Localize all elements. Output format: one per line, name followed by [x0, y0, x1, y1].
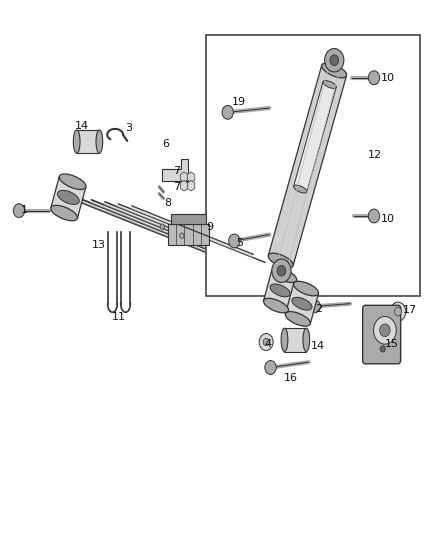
Polygon shape	[77, 130, 99, 154]
Polygon shape	[117, 204, 265, 265]
Text: 15: 15	[385, 338, 399, 349]
Polygon shape	[104, 202, 277, 273]
Ellipse shape	[303, 328, 310, 352]
Text: 6: 6	[162, 139, 169, 149]
Text: 12: 12	[367, 150, 381, 160]
Ellipse shape	[272, 268, 297, 282]
Text: 10: 10	[381, 214, 395, 224]
Ellipse shape	[277, 265, 286, 276]
Ellipse shape	[368, 71, 380, 85]
Polygon shape	[168, 224, 209, 245]
Ellipse shape	[268, 253, 293, 268]
Polygon shape	[286, 284, 318, 324]
Ellipse shape	[96, 130, 103, 154]
Ellipse shape	[368, 209, 380, 223]
Ellipse shape	[222, 106, 233, 119]
Text: 17: 17	[403, 305, 417, 315]
Ellipse shape	[59, 174, 86, 189]
Ellipse shape	[57, 190, 79, 205]
Polygon shape	[91, 200, 289, 281]
Polygon shape	[264, 270, 297, 311]
Ellipse shape	[292, 297, 312, 310]
Ellipse shape	[160, 224, 164, 229]
Ellipse shape	[259, 334, 273, 351]
FancyBboxPatch shape	[206, 35, 420, 296]
Ellipse shape	[272, 259, 291, 282]
Ellipse shape	[321, 63, 346, 78]
Text: 7: 7	[173, 166, 180, 176]
Ellipse shape	[293, 281, 318, 296]
Ellipse shape	[380, 324, 390, 337]
Polygon shape	[162, 159, 187, 181]
Ellipse shape	[395, 308, 402, 316]
Polygon shape	[51, 176, 86, 219]
Ellipse shape	[265, 361, 276, 374]
Polygon shape	[171, 214, 206, 224]
Text: 13: 13	[92, 240, 106, 250]
Ellipse shape	[325, 49, 344, 72]
Text: 16: 16	[284, 373, 298, 383]
Text: 14: 14	[74, 121, 88, 131]
Ellipse shape	[229, 234, 240, 248]
Ellipse shape	[281, 328, 288, 352]
Polygon shape	[268, 65, 346, 266]
Text: 1: 1	[21, 205, 28, 215]
Ellipse shape	[180, 233, 184, 238]
Ellipse shape	[270, 284, 290, 297]
Text: 2: 2	[315, 304, 322, 314]
FancyBboxPatch shape	[363, 305, 401, 364]
Text: 4: 4	[264, 338, 272, 349]
Polygon shape	[77, 198, 300, 289]
Text: 7: 7	[173, 182, 180, 192]
Ellipse shape	[293, 185, 307, 193]
Text: 8: 8	[164, 198, 172, 208]
Ellipse shape	[374, 317, 396, 344]
Ellipse shape	[73, 130, 80, 154]
Ellipse shape	[51, 205, 78, 221]
Text: 5: 5	[237, 238, 244, 247]
Text: 3: 3	[125, 123, 132, 133]
Ellipse shape	[285, 312, 311, 326]
Ellipse shape	[330, 55, 339, 66]
Ellipse shape	[264, 298, 289, 313]
Text: 9: 9	[206, 222, 213, 232]
Polygon shape	[131, 206, 253, 257]
Polygon shape	[285, 328, 306, 352]
Ellipse shape	[323, 80, 336, 88]
Text: 10: 10	[381, 73, 395, 83]
Ellipse shape	[380, 346, 385, 352]
Text: 11: 11	[112, 312, 126, 322]
Polygon shape	[293, 82, 336, 192]
Text: 19: 19	[232, 96, 246, 107]
Ellipse shape	[263, 338, 269, 346]
Text: 14: 14	[311, 341, 325, 351]
Ellipse shape	[390, 302, 406, 321]
Ellipse shape	[13, 204, 25, 217]
Ellipse shape	[310, 300, 320, 313]
